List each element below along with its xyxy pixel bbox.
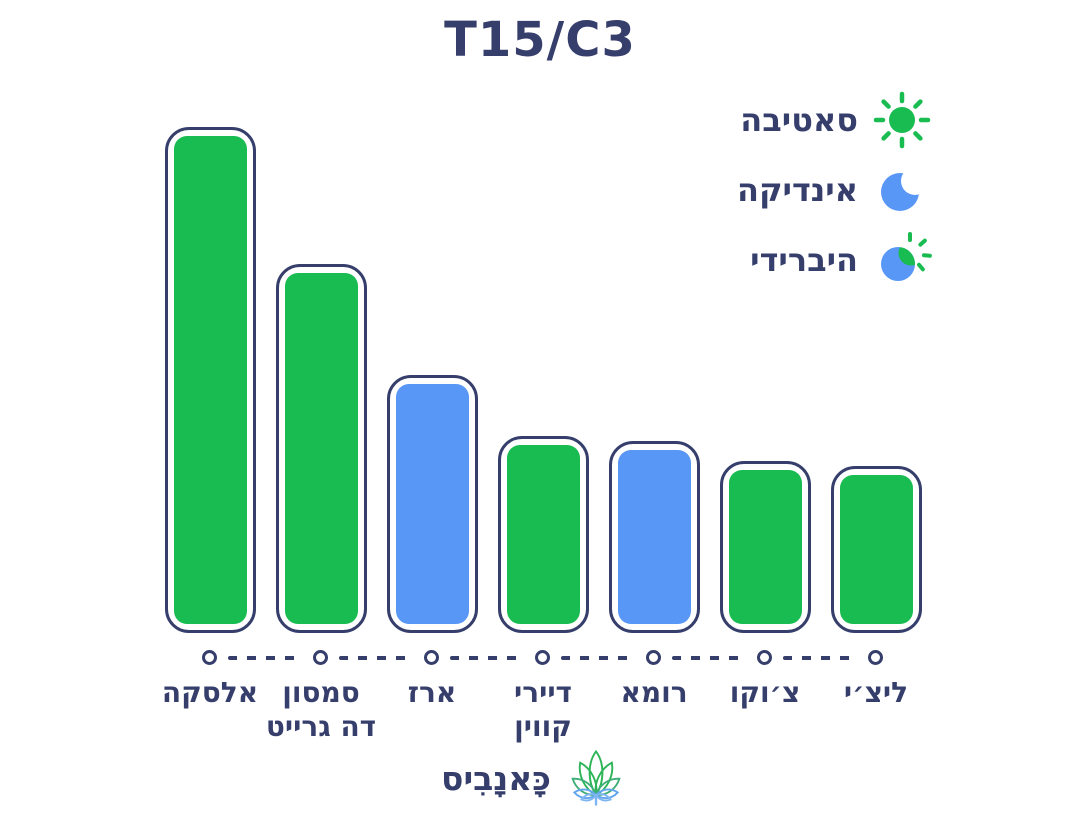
bar-label-line: דה גרייט (265, 710, 377, 744)
bar-label: צ׳וקו (690, 676, 840, 710)
axis-dot (868, 650, 883, 665)
bar-label-line: צ׳וקו (729, 676, 801, 709)
bar (497, 436, 589, 633)
bar-fill (284, 273, 358, 624)
axis-dash (450, 656, 525, 660)
bar-label-line: אלסקה (161, 676, 259, 709)
legend-item-hybrid: היברידי (737, 228, 934, 292)
bar-label-line: סמסון (282, 676, 360, 709)
moon-icon (870, 158, 934, 222)
bar (719, 461, 811, 633)
bar-fill (728, 470, 802, 624)
bar-label-line: ליצ׳י (843, 676, 909, 709)
bar-label: רומא (579, 676, 729, 710)
bar-fill (173, 136, 247, 624)
bar (608, 441, 700, 633)
bar (164, 127, 256, 633)
bar-fill (506, 445, 580, 624)
brand-logo: כָּאנָבִיס (441, 740, 639, 816)
bar-label: ארז (357, 676, 507, 710)
brand-name: כָּאנָבִיס (441, 758, 551, 798)
axis-dash (783, 656, 858, 660)
bar (386, 375, 478, 633)
bar (830, 466, 922, 633)
axis-dash (561, 656, 636, 660)
bar-label-line: ארז (407, 676, 457, 709)
bar-label: אלסקה (135, 676, 285, 710)
legend-label-indica: אינדיקה (737, 171, 858, 209)
axis-dot (202, 650, 217, 665)
bar-fill (839, 475, 913, 624)
bar-label: דיירי קווין (468, 676, 618, 744)
bar-fill (617, 450, 691, 624)
axis-dot (313, 650, 328, 665)
bar-label: סמסון דה גרייט (246, 676, 396, 744)
bar-label-line: רומא (620, 676, 688, 709)
cannabis-leaf-icon (553, 740, 639, 816)
legend-label-hybrid: היברידי (750, 241, 858, 279)
sun-icon (870, 88, 934, 152)
axis-dash (672, 656, 747, 660)
legend-item-sativa: סאטיבה (737, 88, 934, 152)
axis-dot (757, 650, 772, 665)
legend: סאטיבה אינדיקה (737, 88, 934, 292)
bar-label-line: דיירי (513, 676, 573, 709)
axis-dash (228, 656, 303, 660)
axis-dot (424, 650, 439, 665)
axis-dash (339, 656, 414, 660)
hybrid-icon (870, 228, 934, 292)
axis-dot (646, 650, 661, 665)
axis-dot (535, 650, 550, 665)
bar-label: ליצ׳י (801, 676, 951, 710)
legend-item-indica: אינדיקה (737, 158, 934, 222)
legend-label-sativa: סאטיבה (740, 101, 858, 139)
bar-fill (395, 384, 469, 624)
chart-title: T15/C3 (444, 12, 636, 68)
bar (275, 264, 367, 633)
bar-label-line: קווין (514, 710, 572, 744)
